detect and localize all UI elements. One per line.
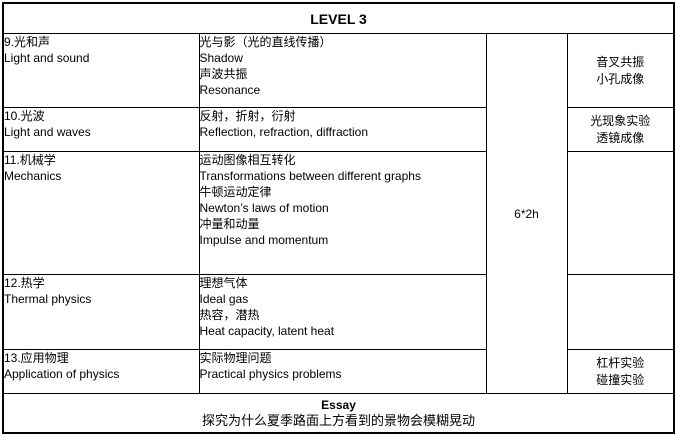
topic-zh: 11.机械学 [4, 153, 56, 167]
topic-zh: 10.光波 [4, 109, 45, 123]
table-title: LEVEL 3 [2, 2, 675, 34]
hours-cell: 6*2h [485, 33, 568, 394]
topic-cell-light-and-waves: 10.光波 Light and waves [2, 107, 200, 152]
header-row: LEVEL 3 [2, 2, 675, 34]
topic-zh: 12.热学 [4, 276, 45, 290]
experiments-cell: 光现象实验 透镜成像 [566, 107, 675, 152]
topic-cell-thermal-physics: 12.热学 Thermal physics [2, 274, 200, 350]
table-row: 9.光和声 Light and sound 光与影（光的直线传播） Shadow… [2, 33, 675, 394]
table-row: 10.光波 Light and waves 反射，折射，衍射 Reflectio… [2, 107, 675, 152]
experiments-cell: 杠杆实验 碰撞实验 [566, 349, 675, 394]
table-row: 13.应用物理 Application of physics 实际物理问题 Pr… [2, 349, 675, 394]
topic-zh: 9.光和声 [4, 35, 51, 49]
topic-en: Mechanics [4, 169, 62, 183]
experiments-cell [566, 151, 675, 275]
topic-en: Application of physics [4, 367, 120, 381]
footer-row: Essay 探究为什么夏季路面上方看到的景物会模糊晃动 [2, 393, 675, 434]
topic-en: Thermal physics [4, 292, 92, 306]
content-cell: 运动图像相互转化 Transformations between differe… [198, 151, 487, 275]
content-cell: 理想气体 Ideal gas 热容，潜热 Heat capacity, late… [198, 274, 487, 350]
topic-cell-application-of-physics: 13.应用物理 Application of physics [2, 349, 200, 394]
essay-text: 探究为什么夏季路面上方看到的景物会模糊晃动 [202, 413, 476, 428]
topic-en: Light and waves [4, 125, 91, 139]
essay-cell: Essay 探究为什么夏季路面上方看到的景物会模糊晃动 [2, 393, 675, 434]
content-cell: 光与影（光的直线传播） Shadow 声波共振 Resonance [198, 33, 487, 108]
table-row: 11.机械学 Mechanics 运动图像相互转化 Transformation… [2, 151, 675, 275]
table-row: 12.热学 Thermal physics 理想气体 Ideal gas 热容，… [2, 274, 675, 350]
experiments-cell [566, 274, 675, 350]
content-cell: 反射，折射，衍射 Reflection, refraction, diffrac… [198, 107, 487, 152]
topic-en: Light and sound [4, 51, 90, 65]
content-cell: 实际物理问题 Practical physics problems [198, 349, 487, 394]
experiments-cell: 音叉共振 小孔成像 [566, 33, 675, 108]
topic-cell-light-and-sound: 9.光和声 Light and sound [2, 33, 200, 108]
essay-label: Essay [321, 398, 356, 412]
topic-cell-mechanics: 11.机械学 Mechanics [2, 151, 200, 275]
topic-zh: 13.应用物理 [4, 351, 69, 365]
level3-curriculum-table: LEVEL 3 9.光和声 Light and sound 光与影（光的直线传播… [2, 2, 675, 434]
